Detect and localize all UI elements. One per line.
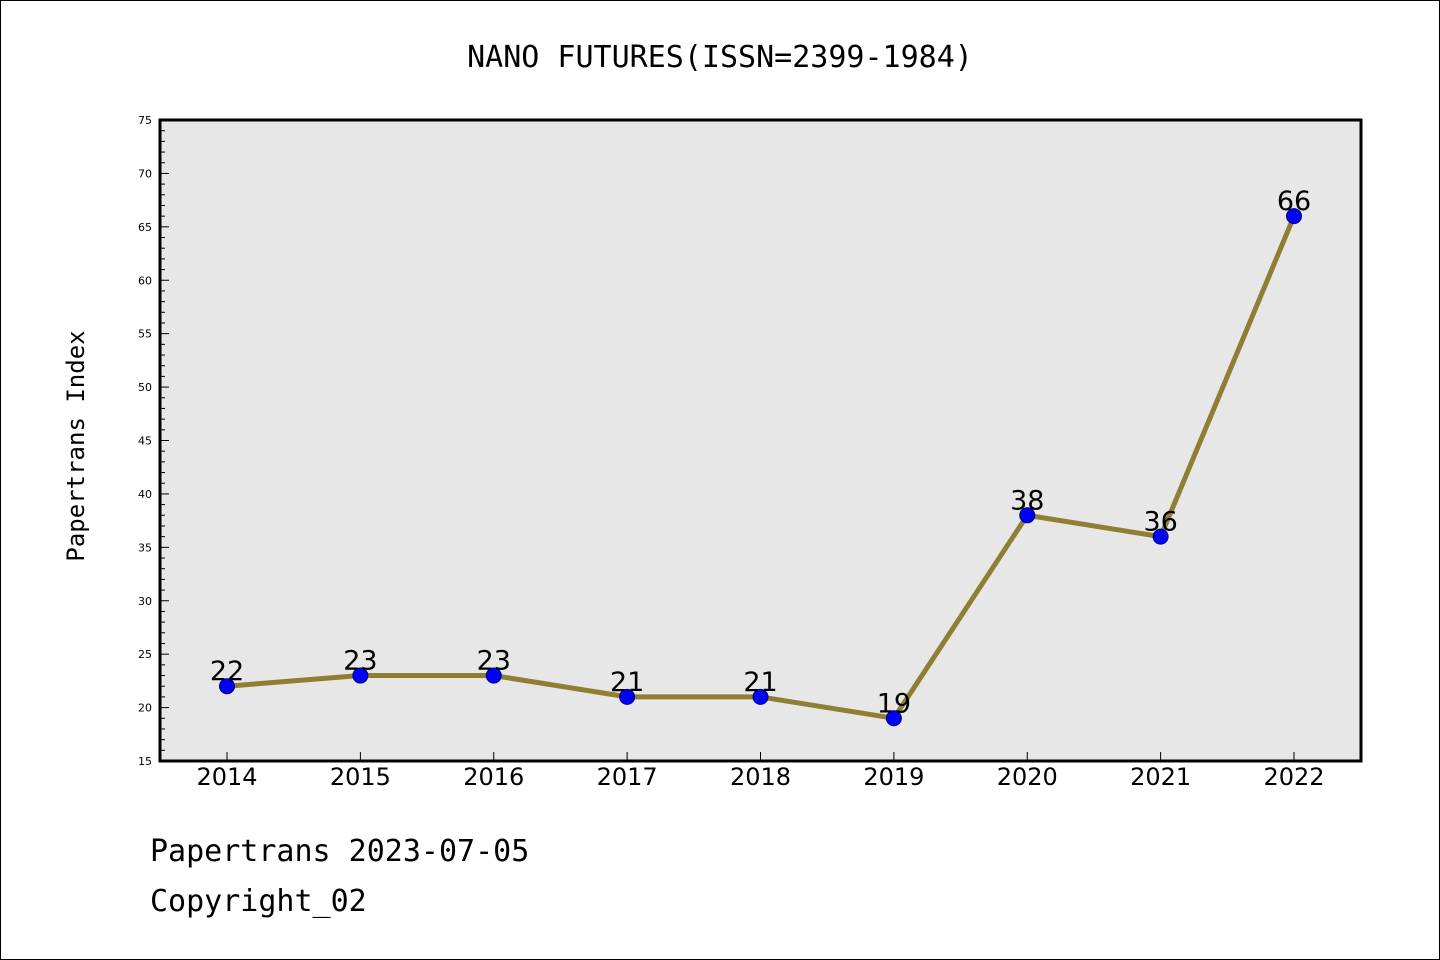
y-axis-label: Papertrans Index [62,330,90,561]
y-tick-label: 70 [138,167,152,180]
x-tick-label: 2021 [1130,763,1191,791]
data-point-marker [885,710,902,727]
data-point-marker [485,667,502,684]
chart-title: NANO FUTURES(ISSN=2399-1984) [467,40,973,75]
x-tick-label: 2017 [597,763,658,791]
series-group: 22 23 23 21 21 19 38 36 66 [210,186,1311,727]
y-tick-label: 15 [138,755,152,768]
data-label: 22 [210,656,244,687]
data-point-marker [1152,528,1169,545]
data-label: 21 [610,667,644,698]
y-tick-label: 60 [138,274,152,287]
y-tick-label: 75 [138,114,152,127]
data-point-marker [1019,507,1036,524]
x-tick-label: 2020 [997,763,1058,791]
y-tick-label: 35 [138,541,152,554]
plot-border [158,118,1363,763]
y-tick-label: 65 [138,221,152,234]
data-point-marker [752,688,769,705]
data-label: 23 [477,646,511,677]
x-tick-label: 2015 [330,763,391,791]
data-label: 21 [743,667,777,698]
y-tick-label: 25 [138,648,152,661]
y-tick-label: 55 [138,328,152,341]
y-tick-label: 45 [138,435,152,448]
x-tick-label: 2018 [730,763,791,791]
data-point-marker [352,667,369,684]
y-tick-label: 50 [138,381,152,394]
data-point-marker [619,688,636,705]
data-label: 38 [1010,485,1044,516]
data-label: 23 [343,646,377,677]
data-point-marker [219,678,235,695]
data-point-marker [1286,208,1302,225]
y-tick-label: 20 [138,702,152,715]
data-label: 66 [1277,186,1311,217]
y-tick-label: 40 [138,488,152,501]
plot-area [160,120,1361,761]
data-label: 36 [1143,507,1177,538]
footer-date-text: Papertrans 2023-07-05 [150,834,530,869]
data-label: 19 [877,688,911,719]
x-tick-label: 2014 [196,763,257,791]
footer-copyright-text: Copyright_02 [150,884,367,919]
x-tick-label: 2019 [863,763,924,791]
y-tick-label: 30 [138,595,152,608]
y-axis-ticks: 15 20 25 30 35 40 45 50 55 60 65 70 75 [138,114,169,768]
x-tick-label: 2016 [463,763,524,791]
x-axis-ticks: 2014 2015 2016 2017 2018 2019 2020 2021 2022 [196,752,1325,791]
x-tick-label: 2022 [1263,763,1324,791]
